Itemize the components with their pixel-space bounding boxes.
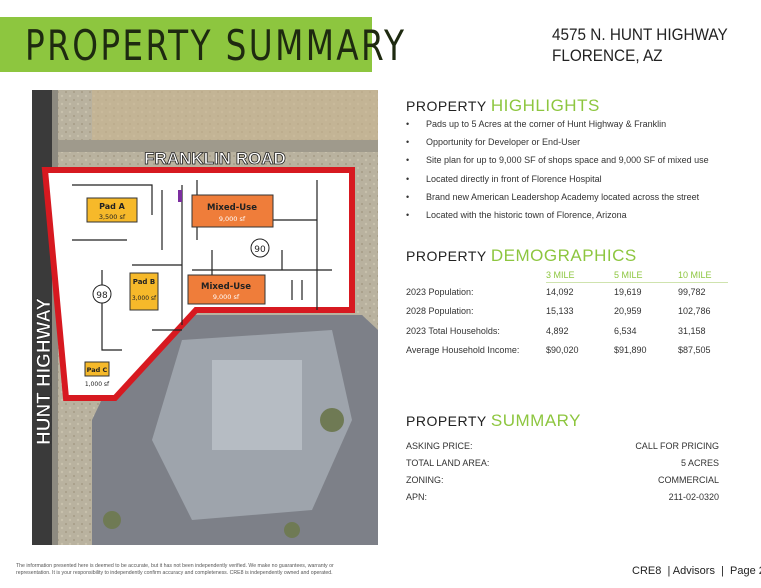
highlights-list: • Pads up to 5 Acres at the corner of Hun… [406,119,709,228]
summary-heading: PROPERTY SUMMARY [406,411,581,430]
highlights-heading: PROPERTY HIGHLIGHTS [406,96,600,115]
table-row: 2028 Population: 15,133 20,959 102,786 [406,306,711,317]
table-row: ZONING: COMMERCIAL [406,474,719,485]
franklin-road-surface [32,140,378,152]
svg-text:98: 98 [96,291,108,301]
disclaimer: The information presented here is deemed… [16,563,334,576]
route-marker-90: 90 [250,238,270,258]
svg-text:3,000 sf: 3,000 sf [132,295,157,302]
svg-text:9,000 sf: 9,000 sf [219,215,246,223]
svg-text:Pad C: Pad C [87,366,108,374]
table-row: TOTAL LAND AREA: 5 ACRES [406,457,719,468]
franklin-road-label: FRANKLIN ROAD [144,149,286,168]
building-mixed-use-south: Mixed-Use 9,000 sf [187,274,266,305]
svg-text:3,500 sf: 3,500 sf [99,213,126,221]
list-item: • Opportunity for Developer or End-User [406,137,581,148]
address-line-1: 4575 N. HUNT HIGHWAY [552,25,728,44]
list-item: • Brand new American Leadershop Academy l… [406,191,700,202]
table-row: ASKING PRICE: CALL FOR PRICING [406,440,719,451]
route-marker-98: 98 [92,284,112,304]
summary-table: ASKING PRICE: CALL FOR PRICING TOTAL LAND… [406,437,719,505]
building-pad-c: Pad C 1,000 sf [84,361,110,388]
svg-text:Pad A: Pad A [99,202,126,211]
svg-text:Mixed-Use: Mixed-Use [207,203,257,213]
table-row: 2023 Population: 14,092 19,619 99,782 [406,286,706,297]
table-row: Average Household Income: $90,020 $91,890 $… [406,345,711,356]
table-row: 2023 Total Households: 4,892 6,534 31,158 [406,325,706,336]
building-pad-a: Pad A 3,500 sf [86,197,138,223]
address-line-2: FLORENCE, AZ [552,46,663,65]
page-title: PROPERTY SUMMARY [25,21,407,70]
list-item: • Site plan for up to 9,000 SF of shops s… [406,155,709,166]
footer-brand-page: CRE8 | Advisors | Page 2 [632,565,761,577]
svg-text:90: 90 [254,245,266,255]
demographics-heading: PROPERTY DEMOGRAPHICS [406,246,637,265]
building-pad-b: Pad B 3,000 sf [129,272,159,311]
demographics-table: 3 MILE 5 MILE 10 MILE 2023 Population: 14… [406,268,728,360]
svg-text:Pad B: Pad B [133,278,155,286]
property-address: 4575 N. HUNT HIGHWAY FLORENCE, AZ [552,24,728,66]
building-mixed-use-north: Mixed-Use 9,000 sf [191,194,274,228]
site-plan-map: FRANKLIN ROAD Pad A 3,500 sf Mixed-Use 9… [32,90,378,545]
svg-text:Mixed-Use: Mixed-Use [201,282,251,292]
title-banner: PROPERTY SUMMARY [0,17,404,72]
list-item: • Located with the historic town of Flore… [406,209,627,220]
hunt-highway-label: HUNT HIGHWAY [34,298,55,445]
list-item: • Located directly in front of Florence H… [406,173,602,184]
list-item: • Pads up to 5 Acres at the corner of Hun… [406,119,667,129]
table-row: APN: 211-02-0320 [406,491,719,502]
svg-text:1,000 sf: 1,000 sf [85,381,110,388]
svg-text:9,000 sf: 9,000 sf [213,293,240,301]
